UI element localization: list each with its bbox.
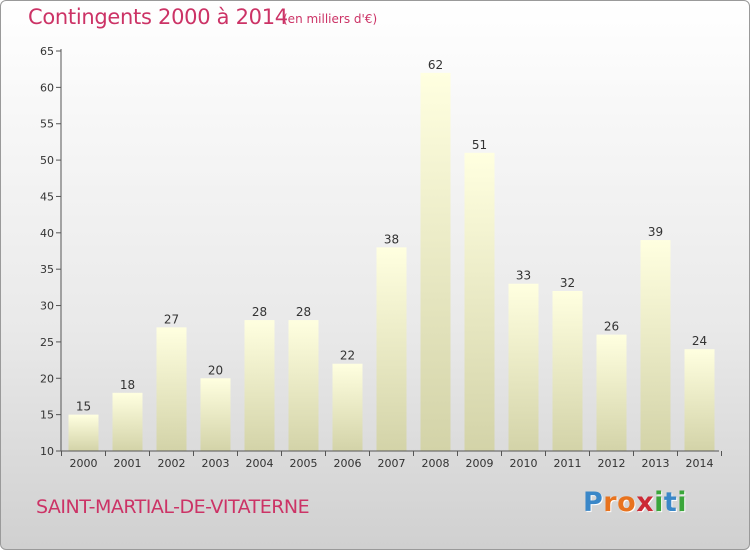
x-tick-label: 2010 <box>510 457 538 470</box>
chart-title: Contingents 2000 à 2014 <box>28 5 288 29</box>
bar <box>112 392 143 451</box>
chart-subtitle: (en milliers d'€) <box>283 12 378 26</box>
bar-value-label: 39 <box>648 225 663 239</box>
proxiti-logo: Proxiti <box>583 487 687 518</box>
x-tick-label: 2005 <box>290 457 318 470</box>
bar-value-label: 28 <box>252 305 267 319</box>
bar-value-label: 32 <box>560 276 575 290</box>
x-tick-label: 2006 <box>334 457 362 470</box>
bar <box>684 349 715 451</box>
logo-letter: i <box>654 487 664 518</box>
y-tick-label: 55 <box>40 118 54 131</box>
bar <box>640 240 671 451</box>
bar <box>200 378 231 451</box>
y-tick-label: 15 <box>40 409 54 422</box>
bar-value-label: 62 <box>428 58 443 72</box>
y-tick-label: 45 <box>40 190 54 203</box>
x-tick-label: 2011 <box>554 457 582 470</box>
x-tick-label: 2002 <box>158 457 186 470</box>
bar <box>596 334 627 451</box>
y-tick-label: 25 <box>40 336 54 349</box>
logo-letter: x <box>636 487 655 518</box>
bar <box>244 320 275 451</box>
logo-letter: r <box>603 487 618 518</box>
bar-value-label: 51 <box>472 138 487 152</box>
x-tick-label: 2001 <box>114 457 142 470</box>
logo-letter: i <box>677 487 688 518</box>
y-tick-label: 40 <box>40 227 54 240</box>
bar-value-label: 27 <box>164 312 179 326</box>
y-tick-label: 10 <box>40 445 54 458</box>
bar-value-label: 18 <box>120 378 135 392</box>
x-tick-label: 2013 <box>642 457 670 470</box>
y-tick-label: 50 <box>40 154 54 167</box>
x-tick-label: 2009 <box>466 457 494 470</box>
bar <box>508 283 539 451</box>
commune-name: SAINT-MARTIAL-DE-VITATERNE <box>36 496 310 518</box>
bar <box>376 247 407 451</box>
x-tick-label: 2008 <box>422 457 450 470</box>
bar-value-label: 15 <box>76 400 91 414</box>
bar-value-label: 33 <box>516 269 531 283</box>
bar <box>156 327 187 451</box>
bar-value-label: 26 <box>604 320 619 334</box>
bar-value-label: 24 <box>692 334 707 348</box>
y-tick-label: 35 <box>40 263 54 276</box>
x-tick-label: 2007 <box>378 457 406 470</box>
bar <box>464 152 495 451</box>
bar-value-label: 20 <box>208 363 223 377</box>
x-tick-label: 2003 <box>202 457 230 470</box>
bar-value-label: 38 <box>384 232 399 246</box>
bar <box>420 72 451 452</box>
y-tick-label: 65 <box>40 45 54 58</box>
bar <box>552 291 583 451</box>
bar-value-label: 28 <box>296 305 311 319</box>
y-tick-label: 60 <box>40 81 54 94</box>
logo-letter: o <box>617 487 637 518</box>
bar <box>68 414 99 451</box>
logo-letter: t <box>663 487 678 518</box>
y-tick-label: 20 <box>40 372 54 385</box>
logo-letter: P <box>583 487 604 518</box>
x-tick-label: 2000 <box>70 457 98 470</box>
x-tick-label: 2014 <box>686 457 714 470</box>
x-tick-label: 2004 <box>246 457 274 470</box>
y-tick-label: 30 <box>40 300 54 313</box>
bar-value-label: 22 <box>340 349 355 363</box>
x-tick-label: 2012 <box>598 457 626 470</box>
bar <box>332 363 363 451</box>
bar <box>288 320 319 451</box>
